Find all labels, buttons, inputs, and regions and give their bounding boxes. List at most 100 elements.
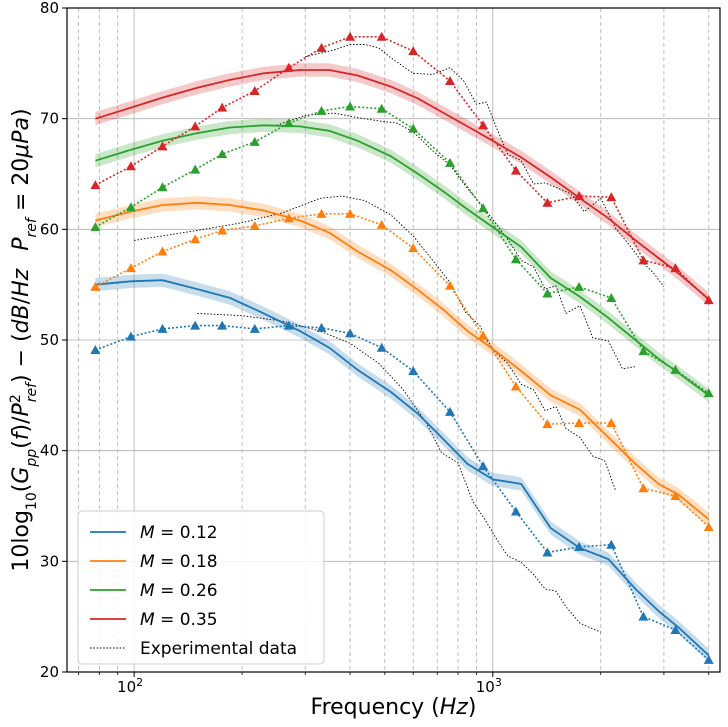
triangle-marker [408,123,419,133]
triangle-marker [157,246,168,256]
triangle-dotted-line [95,213,710,528]
y-tick-label: 30 [40,552,59,570]
triangle-marker [217,320,228,330]
triangle-series [90,31,714,664]
legend: M = 0.12 M = 0.18 M = 0.26 M = 0.35 Experime… [77,510,325,665]
triangle-dotted-line [95,105,710,394]
triangle-marker [670,624,681,634]
triangle-marker [542,197,553,207]
model-line [95,124,710,397]
triangle-marker [638,346,649,356]
triangle-marker [510,381,521,391]
experimental-curves [134,44,665,633]
triangle-marker [606,418,617,427]
triangle-marker [670,491,681,501]
triangle-marker [638,255,649,265]
triangle-marker [478,461,489,471]
triangle-marker [408,243,419,253]
legend-label: M = 0.35 [140,610,218,630]
triangle-marker [510,254,521,264]
model-band [95,63,709,306]
x-axis-label: Frequency (Hz) [311,695,477,720]
triangle-marker [217,225,228,235]
triangle-marker [157,323,168,333]
model-line [95,69,710,300]
triangle-marker [408,365,419,375]
triangle-marker [703,388,714,398]
triangle-marker [283,320,294,330]
triangle-marker [606,539,617,549]
model-line [95,201,710,520]
triangle-marker [190,164,201,174]
triangle-marker [283,118,294,128]
triangle-marker [376,103,387,113]
y-tick-label: 20 [40,663,59,681]
experimental-curve [134,195,617,491]
triangle-marker [316,208,327,218]
triangle-marker [190,320,201,330]
triangle-marker [478,120,489,130]
triangle-marker [345,31,356,41]
triangle-marker [542,288,553,298]
triangle-marker [125,161,136,171]
triangle-marker [249,136,260,146]
x-tick-label: 103 [476,676,502,697]
y-tick-label: 40 [40,442,59,460]
experimental-curve [276,112,636,370]
triangle-marker [249,86,260,95]
triangle-marker [703,522,714,532]
triangle-dotted-line [95,324,710,661]
triangle-marker [510,506,521,516]
triangle-marker [510,165,521,175]
triangle-marker [606,292,617,302]
legend-label: M = 0.18 [140,552,218,572]
y-tick-label: 70 [40,110,59,128]
triangle-marker [574,418,585,427]
triangle-marker [90,222,101,232]
triangle-dotted-line [95,35,710,301]
triangle-marker [376,219,387,229]
legend-label: M = 0.26 [140,581,218,601]
triangle-marker [157,182,168,192]
triangle-marker [445,76,456,86]
y-axis-label: 10log10(Gpp(f)/P2ref) − (dB/HzPref = 20μ… [8,108,40,571]
triangle-marker [190,121,201,131]
triangle-marker [125,202,136,212]
triangle-marker [316,42,327,52]
triangle-marker [478,203,489,213]
confidence-bands [95,63,709,662]
triangle-marker [190,234,201,244]
triangle-marker [542,547,553,557]
triangle-marker [542,419,553,429]
y-tick-label: 80 [40,0,59,17]
triangle-marker [157,141,168,151]
triangle-marker [445,280,456,290]
triangle-marker [249,221,260,231]
triangle-marker [638,483,649,493]
triangle-marker [217,149,228,159]
y-tick-label: 60 [40,220,59,238]
triangle-marker [445,406,456,416]
triangle-marker [376,342,387,352]
triangle-marker [90,344,101,354]
model-band [95,118,709,402]
triangle-marker [376,31,387,41]
x-tick-label: 102 [117,676,143,697]
triangle-marker [445,157,456,167]
triangle-marker [408,46,419,56]
triangle-marker [670,364,681,374]
triangle-marker [638,611,649,621]
triangle-marker [703,295,714,305]
triangle-marker [316,105,327,115]
triangle-marker [90,180,101,190]
triangle-marker [345,328,356,338]
axis-ticks: 20 30 40 50 60 70 80 102 103 [40,0,710,697]
triangle-marker [703,654,714,664]
triangle-marker [249,323,260,333]
triangle-marker [125,263,136,273]
triangle-marker [574,191,585,201]
model-line [95,279,710,657]
legend-label: Experimental data [140,639,297,659]
triangle-marker [345,208,356,218]
